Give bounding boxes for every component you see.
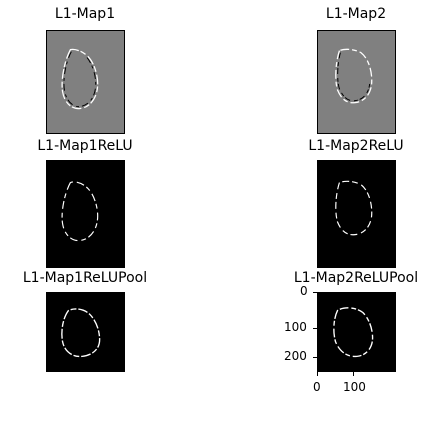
- panel-title-l1-map1: L1-Map1: [54, 6, 116, 22]
- y-tick-label-0: 0: [300, 284, 308, 298]
- y-tick-label-200: 200: [284, 349, 307, 363]
- feature-map-image-l1-map2-relu-pool: [317, 292, 396, 372]
- panel-title-l1-map1-relu: L1-Map1ReLU: [37, 138, 133, 154]
- feature-map-image-l1-map1-relu: [46, 160, 125, 268]
- panel-title-l1-map2-relu-pool: L1-Map2ReLUPool: [293, 270, 419, 286]
- x-tick-mark-0: [317, 372, 318, 376]
- x-tick-mark-100: [353, 372, 354, 376]
- x-tick-label-0: 0: [313, 380, 321, 394]
- feature-map-image-l1-map2-relu: [317, 160, 396, 268]
- y-tick-mark-0: [313, 292, 317, 293]
- panel-title-l1-map2: L1-Map2: [325, 6, 387, 22]
- feature-map-image-l1-map2: [317, 30, 396, 134]
- y-tick-mark-100: [313, 328, 317, 329]
- panel-title-l1-map1-relu-pool: L1-Map1ReLUPool: [22, 270, 148, 286]
- y-tick-label-100: 100: [284, 320, 307, 334]
- feature-map-image-l1-map1: [46, 30, 125, 134]
- y-tick-mark-200: [313, 357, 317, 358]
- x-tick-label-100: 100: [343, 380, 366, 394]
- feature-map-image-l1-map1-relu-pool: [46, 292, 125, 372]
- panel-title-l1-map2-relu: L1-Map2ReLU: [308, 138, 404, 154]
